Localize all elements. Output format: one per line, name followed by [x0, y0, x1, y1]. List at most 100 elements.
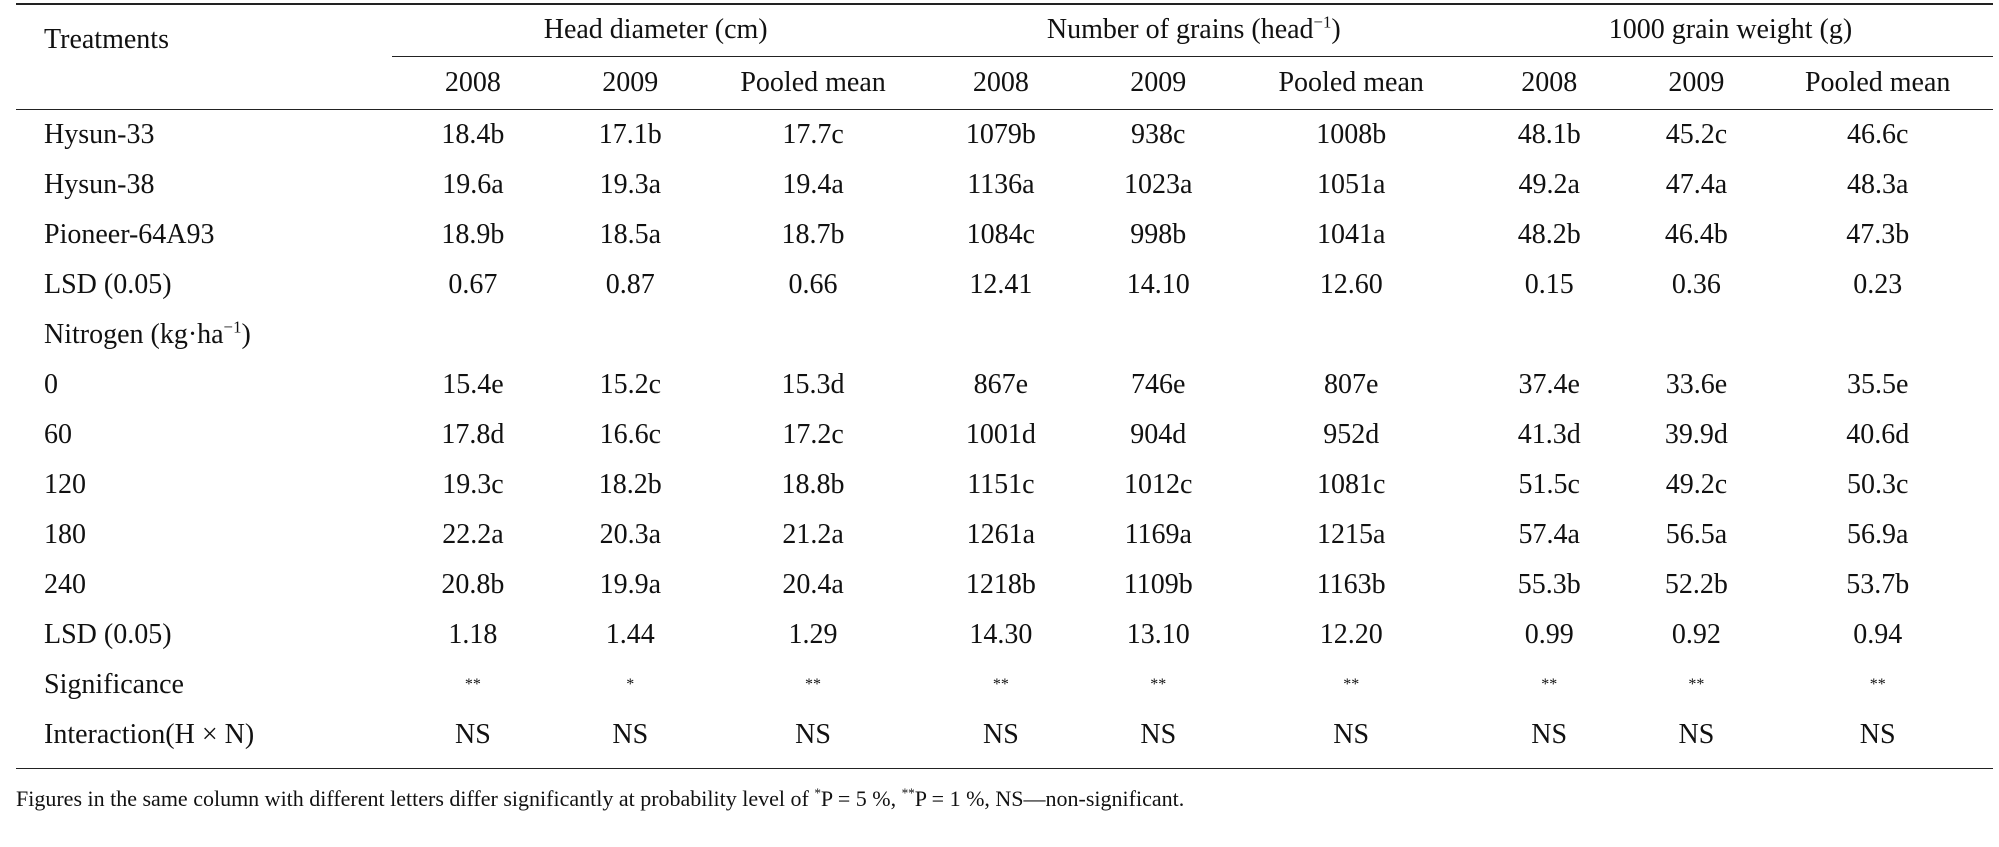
significance-cell: * — [626, 676, 635, 693]
table-row: LSD (0.05) 0.67 0.87 0.66 12.41 14.10 12.60 0.1… — [16, 260, 1993, 310]
significance-cell: ** — [1688, 676, 1705, 693]
subcolumn-header: 2008 — [391, 56, 555, 110]
table-cell: 904d — [1130, 419, 1187, 450]
table-cell: 17.1b — [598, 119, 662, 150]
group-label-sup: −1 — [1313, 12, 1332, 32]
table-row: 120 19.3c 18.2b 18.8b 1151c 1012c 1081c 51.5c 49… — [16, 460, 1993, 510]
table-cell: NS — [612, 719, 649, 750]
table-cell: 867e — [973, 369, 1029, 400]
table-cell: 17.7c — [782, 119, 844, 150]
table-cell: 33.6e — [1665, 369, 1728, 400]
row-label-text: LSD (0.05) — [44, 619, 172, 650]
table-cell: 18.9b — [441, 219, 505, 250]
table-cell — [1234, 310, 1468, 360]
table-cell: 48.3a — [1846, 169, 1909, 200]
table-cell: 16.6c — [599, 419, 661, 450]
group-header-row: Treatments Head diameter (cm) Number of … — [16, 4, 1993, 110]
row-label: 120 — [16, 460, 392, 510]
table-cell: 17.8d — [441, 419, 505, 450]
row-label: 240 — [16, 560, 392, 610]
row-label-text: LSD (0.05) — [44, 269, 172, 300]
table-cell: 19.6a — [442, 169, 504, 200]
table-cell: 41.3d — [1517, 419, 1581, 450]
table-cell: 56.5a — [1665, 519, 1728, 550]
table-cell: 998b — [1130, 219, 1187, 250]
table-cell: 48.2b — [1517, 219, 1581, 250]
table-cell: 18.7b — [781, 219, 845, 250]
row-label: Interaction(H × N) — [16, 710, 392, 760]
table-row: Significance ** * ** ** ** ** ** ** ** — [16, 660, 1993, 710]
table-cell: 1084c — [966, 219, 1036, 250]
table-cell: 18.4b — [441, 119, 505, 150]
table-cell: 938c — [1131, 119, 1186, 150]
footnote-text: P = 1 %, NS—non-significant. — [914, 786, 1185, 811]
table-cell: 19.3a — [599, 169, 661, 200]
table-cell: 46.6c — [1846, 119, 1909, 150]
table-row: Hysun-33 18.4b 17.1b 17.7c 1079b 938c 1008b 48.… — [16, 110, 1993, 161]
footnote-text: P = 5 %, — [820, 786, 902, 811]
table-cell — [1630, 310, 1762, 360]
table-row: 240 20.8b 19.9a 20.4a 1218b 1109b 1163b 55.3b 52… — [16, 560, 1993, 610]
table-cell: 0.67 — [448, 269, 498, 300]
table-cell — [554, 310, 706, 360]
significance-cell: ** — [1541, 676, 1558, 693]
row-label: Nitrogen (kg·ha−1) — [16, 310, 392, 360]
table-cell: 15.2c — [599, 369, 661, 400]
row-label-suffix: ) — [241, 319, 251, 350]
table-cell: 47.4a — [1665, 169, 1728, 200]
table-cell: NS — [1531, 719, 1568, 750]
table-cell: 19.4a — [782, 169, 844, 200]
significance-cell: ** — [1150, 676, 1167, 693]
table-cell: 1001d — [965, 419, 1036, 450]
table-cell: NS — [1140, 719, 1177, 750]
row-label-text: Interaction(H × N) — [44, 719, 255, 750]
table-row: Hysun-38 19.6a 19.3a 19.4a 1136a 1023a 1051a 49… — [16, 160, 1993, 210]
row-label-text: Significance — [44, 669, 184, 700]
table-cell — [1762, 310, 1993, 360]
subcolumn-header-row: 2008 2009 Pooled mean 2008 2009 Pooled mean 20… — [16, 56, 1993, 110]
row-label-text: 120 — [44, 469, 86, 500]
table-cell: 20.8b — [441, 569, 505, 600]
row-label-text: Nitrogen (kg·ha — [44, 319, 224, 350]
table-cell: 49.2a — [1518, 169, 1580, 200]
table-cell: 1041a — [1316, 219, 1386, 250]
table-cell: 15.3d — [781, 369, 845, 400]
table-cell: 45.2c — [1665, 119, 1728, 150]
table-cell: 1012c — [1124, 469, 1193, 500]
significance-cell: ** — [1869, 676, 1886, 693]
table-cell — [1082, 310, 1234, 360]
table-cell: 0.36 — [1671, 269, 1721, 300]
significance-cell: ** — [992, 676, 1009, 693]
table-cell: 18.8b — [781, 469, 845, 500]
table-cell: 1051a — [1316, 169, 1386, 200]
table-cell: 51.5c — [1518, 469, 1580, 500]
table-cell: 19.9a — [599, 569, 661, 600]
table-cell: 46.4b — [1664, 219, 1728, 250]
table-cell: 37.4e — [1518, 369, 1580, 400]
table-cell: 1261a — [966, 519, 1036, 550]
table-cell: 1023a — [1124, 169, 1193, 200]
significance-cell: ** — [1343, 676, 1360, 693]
subcolumn-header: 2009 — [1082, 56, 1235, 110]
table-cell: 746e — [1131, 369, 1186, 400]
table-cell: 13.10 — [1126, 619, 1190, 650]
table-cell: 0.92 — [1671, 619, 1721, 650]
table-cell: 50.3c — [1846, 469, 1909, 500]
table-cell: 1081c — [1316, 469, 1386, 500]
table-cell: 1136a — [967, 169, 1035, 200]
table-cell — [1468, 310, 1630, 360]
table-cell: 1163b — [1316, 569, 1386, 600]
table-cell: 1.44 — [605, 619, 655, 650]
row-label-text: Hysun-38 — [44, 169, 155, 200]
row-label: Significance — [16, 660, 392, 710]
table-cell — [706, 310, 919, 360]
table-cell: 807e — [1323, 369, 1379, 400]
table-row: 0 15.4e 15.2c 15.3d 867e 746e 807e 37.4e 33.6e 35… — [16, 360, 1993, 410]
subcolumn-header: Pooled mean — [1762, 56, 1993, 110]
table-cell — [920, 310, 1082, 360]
table-cell: 12.60 — [1319, 269, 1383, 300]
subcolumn-header: 2009 — [1630, 56, 1763, 110]
footnote-text: Figures in the same column with differen… — [16, 786, 815, 811]
table-row: Nitrogen (kg·ha−1) — [16, 310, 1993, 360]
table-cell: NS — [795, 719, 831, 750]
